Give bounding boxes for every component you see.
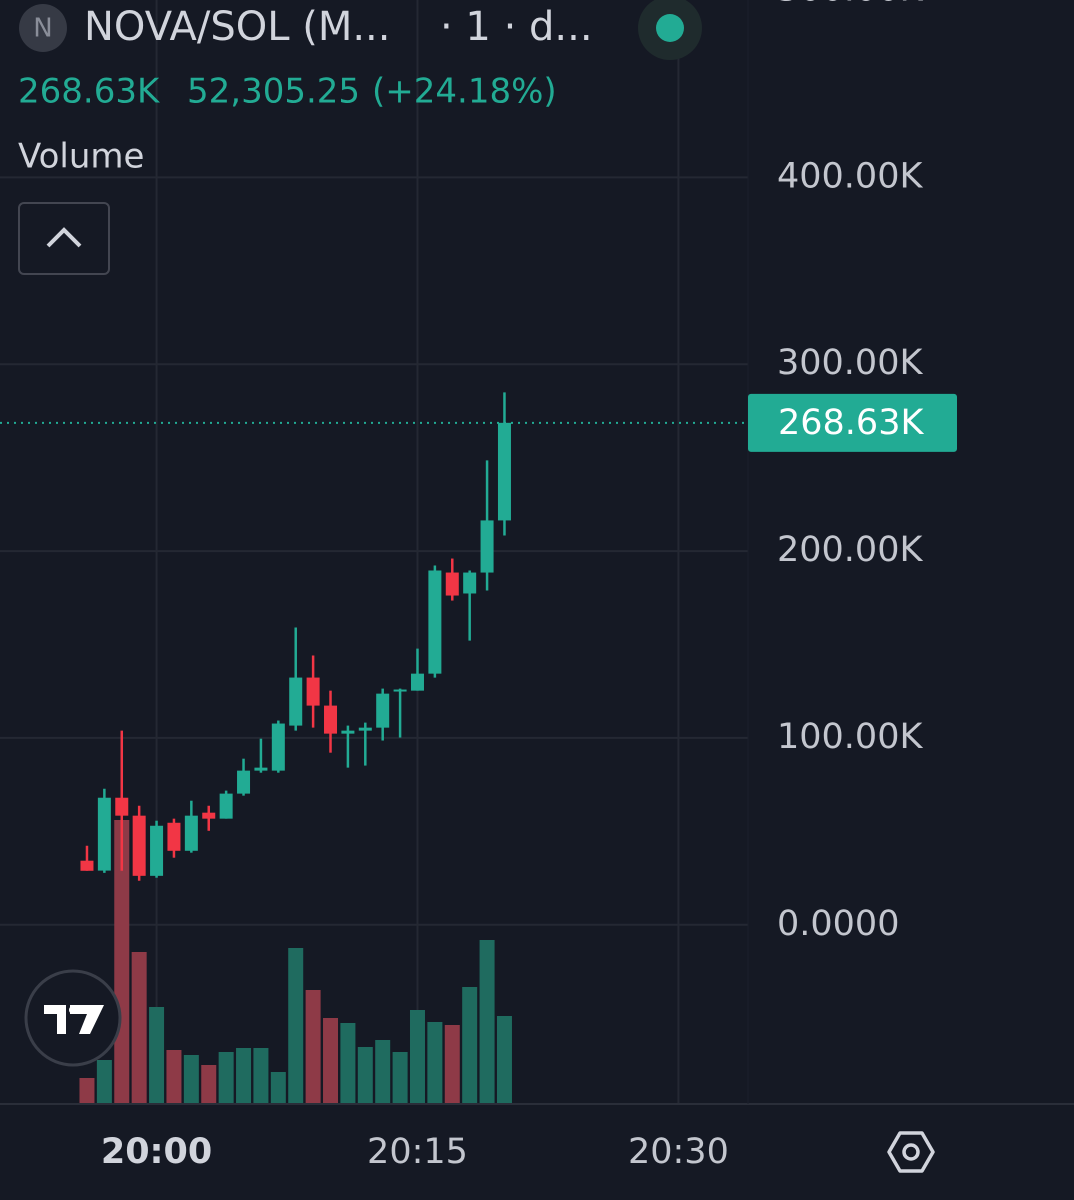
volume-bar [253,1048,269,1103]
volume-bar [444,1025,460,1103]
candle-body [393,689,407,692]
x-tick-label: 20:00 [101,1132,212,1172]
volume-bar [131,952,147,1103]
logo-dot [69,1006,77,1014]
candle-body [341,730,355,734]
candle-body [306,677,320,706]
legend-change-pct: (+24.18%) [372,72,557,112]
volume-bar [392,1052,408,1103]
candle-body [376,693,390,728]
volume-bar [183,1055,199,1103]
y-tick-label: 300.00K [777,343,923,383]
volume-bar [496,1016,512,1103]
volume-bar [479,940,495,1103]
market-status-dot [656,14,684,42]
volume-bar [166,1050,182,1103]
last-price-label: 268.63K [778,403,924,443]
candle-body [463,572,477,594]
y-tick-label: 0.0000 [777,904,899,944]
candle-body [132,815,146,876]
candle-body [254,767,268,771]
candle-body [167,822,181,851]
y-tick-label: 500.00K [777,0,923,9]
logo-mark [44,1005,104,1034]
volume-bar [236,1048,252,1103]
candle-body [184,815,198,851]
candle-body [202,812,216,819]
collapse-button[interactable] [18,202,110,275]
volume-bar [305,990,321,1103]
candle-pane [0,392,748,881]
candle-body [497,422,511,521]
y-tick-label: 400.00K [777,156,923,196]
candle-body [237,770,251,794]
candle-body [115,797,129,816]
candle-body [445,572,459,596]
indicator-label[interactable]: Volume [18,137,144,177]
candle-body [324,705,338,734]
y-tick-label: 200.00K [777,530,923,570]
axes: 0.0000 100.00K 200.00K 300.00K 400.00K 500.00… [101,0,957,1172]
x-tick-label: 20:15 [367,1132,468,1172]
last-price-tag [748,393,957,452]
legend-last: 268.63K [18,72,161,112]
candle-body [289,677,303,726]
volume-bar [201,1065,217,1103]
legend-change: 52,305.25 [187,72,360,112]
candle-body [358,727,372,731]
volume-bar [149,1007,165,1103]
interval[interactable]: · 1 · d... [440,4,593,50]
volume-bar [375,1040,391,1103]
volume-bar [79,1078,95,1103]
candle-body [480,520,494,573]
volume-bar [427,1022,443,1103]
volume-bar [96,1060,112,1103]
symbol-icon[interactable] [19,4,67,52]
chevron-up-icon [46,227,82,248]
settings-icon [887,1131,935,1173]
volume-bar [409,1010,425,1103]
candle-body [150,825,164,876]
tradingview-logo[interactable] [24,969,122,1067]
volume-bar [462,987,478,1103]
settings-icon-center [902,1143,920,1161]
volume-bar [288,948,304,1103]
volume-pane [79,820,512,1103]
settings-button[interactable] [887,1131,935,1173]
x-tick-label: 20:30 [628,1132,729,1172]
candle-body [410,673,424,691]
volume-bar [270,1072,286,1103]
symbol-icon-letter: N [33,14,52,44]
volume-bar [357,1047,373,1103]
candle-body [271,723,285,771]
candle-body [219,793,233,819]
candle-body [97,797,111,871]
volume-bar [323,1018,339,1103]
candle-body [80,860,94,871]
volume-bar [218,1052,234,1103]
y-tick-label: 100.00K [777,717,923,757]
logo-circle [24,969,122,1067]
volume-bar [340,1023,356,1103]
candle-body [428,570,442,674]
symbol-name[interactable]: NOVA/SOL (M... [84,4,390,50]
